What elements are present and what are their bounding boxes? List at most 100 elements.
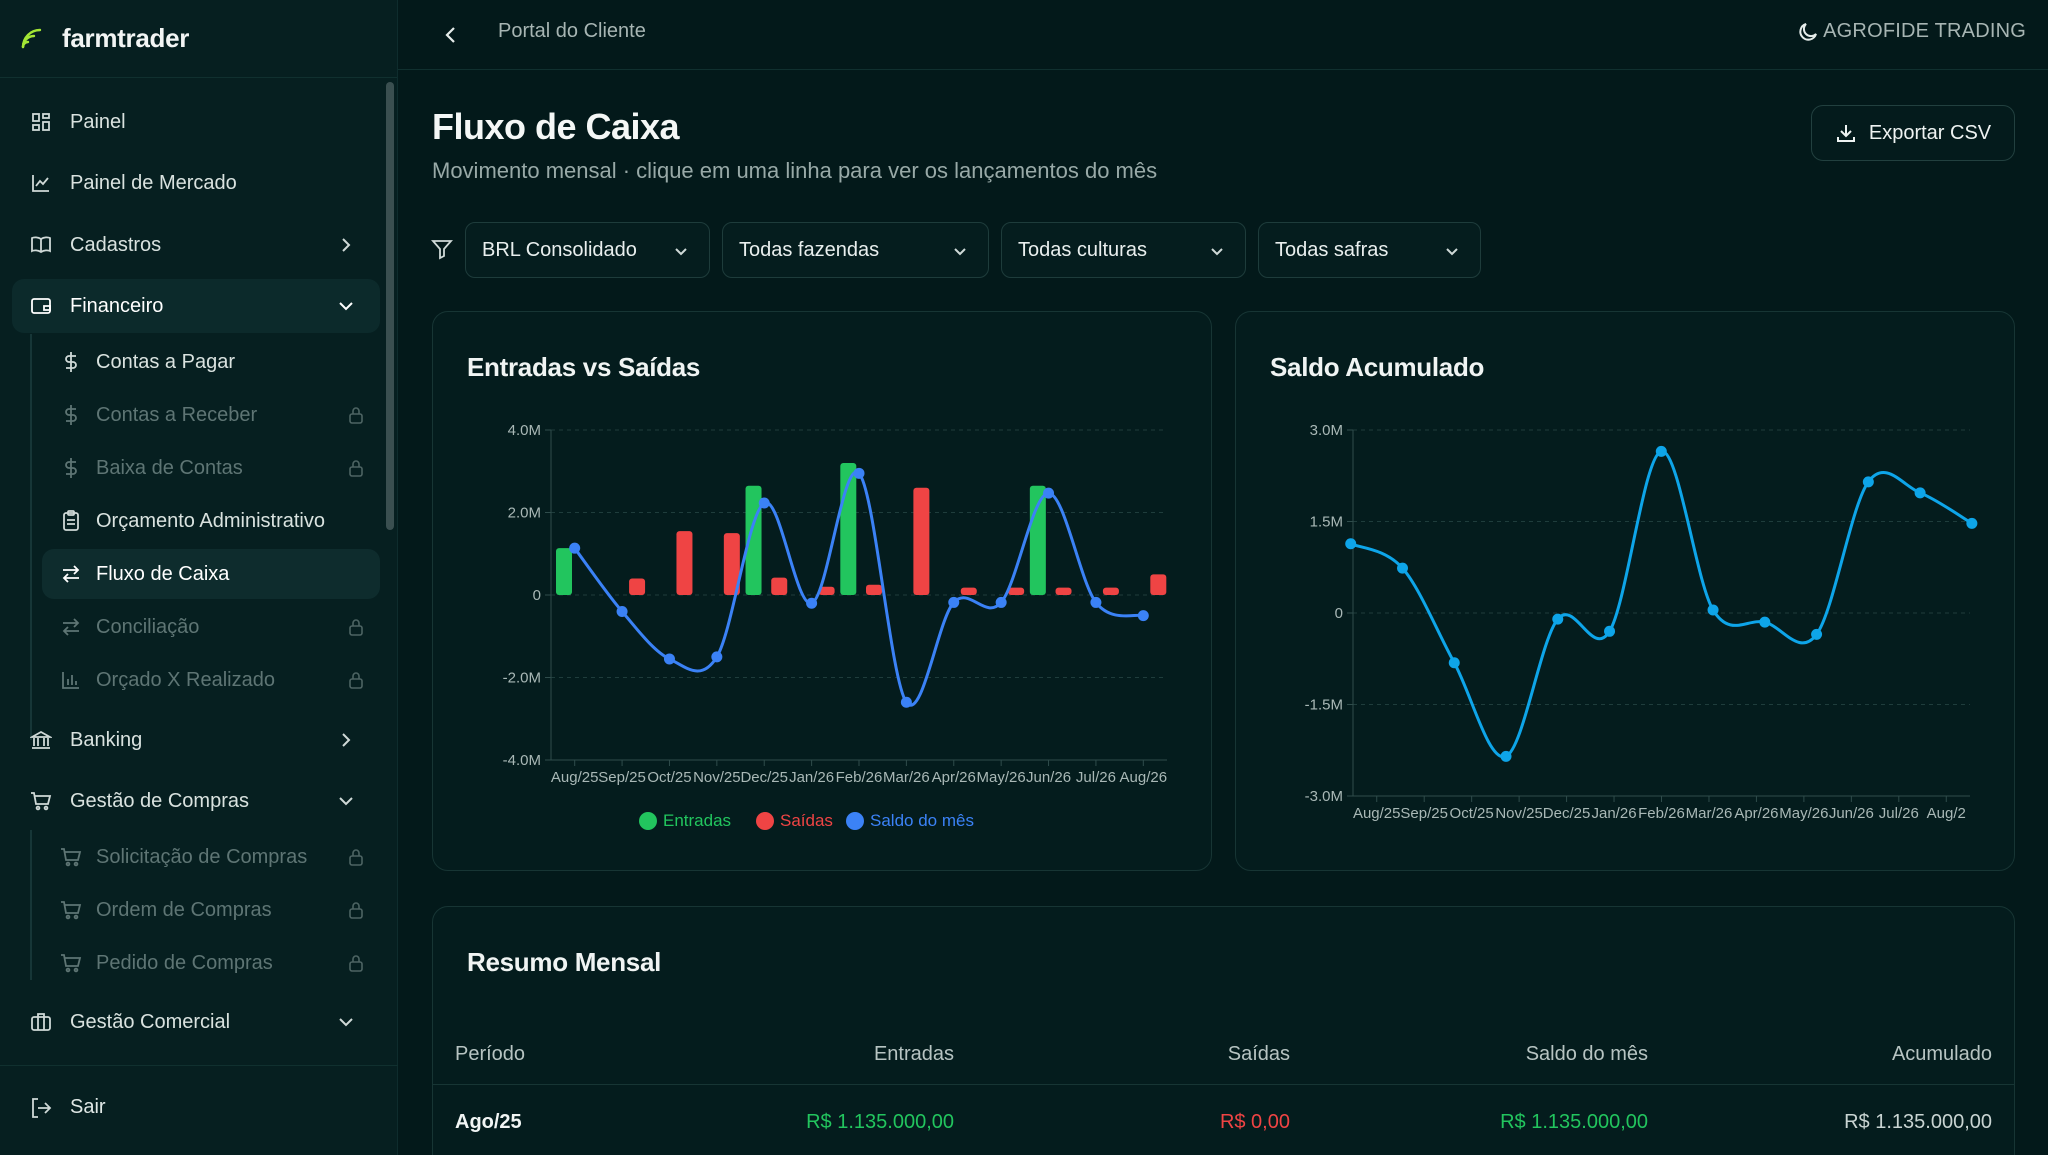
acumulado-point <box>1707 604 1719 616</box>
sidebar-subitem-contas-receber[interactable]: Contas a Receber <box>42 390 380 440</box>
sidebar-subitem-label: Baixa de Contas <box>96 456 243 479</box>
y-tick-label: 3.0M <box>1310 422 1343 439</box>
sidebar-item-cadastros[interactable]: Cadastros <box>12 218 380 272</box>
x-tick-label: Apr/26 <box>1734 805 1778 822</box>
x-tick-label: Feb/26 <box>836 769 883 786</box>
sidebar-subitem-fluxo-caixa[interactable]: Fluxo de Caixa <box>42 549 380 599</box>
season-select[interactable]: Todas safras <box>1258 222 1481 278</box>
acumulado-point <box>1448 657 1460 669</box>
row-entradas: R$ 1.135.000,00 <box>806 1111 954 1133</box>
column-header-entradas[interactable]: Entradas <box>873 1043 954 1065</box>
arrows-left-right-icon <box>60 616 82 638</box>
cart-icon <box>30 790 52 812</box>
saidas-bar <box>1102 587 1119 595</box>
organization-name[interactable]: AGROFIDE TRADING <box>1823 20 2026 42</box>
dollar-icon <box>60 404 82 426</box>
column-header-saidas[interactable]: Saídas <box>1227 1043 1290 1065</box>
farm-select[interactable]: Todas fazendas <box>722 222 989 278</box>
currency-select-value: BRL Consolidado <box>482 238 637 261</box>
x-tick-label: Aug/26 <box>1120 769 1168 786</box>
entradas-bar <box>556 548 572 595</box>
arrows-left-right-icon <box>60 563 82 585</box>
entradas-saidas-chart: 4.0M 2.0M 0 -2.0M -4.0M Aug/25 Sep/25 Oct/25 Nov… <box>503 422 1168 830</box>
saidas-bar <box>723 533 740 595</box>
logout-button[interactable]: Sair <box>30 1096 106 1119</box>
season-select-value: Todas safras <box>1275 238 1389 261</box>
sidebar-item-painel-mercado[interactable]: Painel de Mercado <box>12 156 380 210</box>
x-tick-label: Oct/25 <box>1450 805 1494 822</box>
acumulado-point <box>1862 476 1874 488</box>
sidebar-item-painel[interactable]: Painel <box>12 95 380 149</box>
saldo-acumulado-chart: 3.0M 1.5M 0 -1.5M -3.0M Aug/25 Sep/25 Oct/25 Nov… <box>1305 422 1978 822</box>
saidas-bar <box>866 584 882 595</box>
sidebar-item-gestao-compras[interactable]: Gestão de Compras <box>12 774 380 828</box>
sidebar-subitem-pedido-compras[interactable]: Pedido de Compras <box>42 938 380 988</box>
cart-icon <box>60 899 82 921</box>
x-tick-label: Apr/26 <box>932 769 976 786</box>
column-header-saldo[interactable]: Saldo do mês <box>1525 1043 1648 1065</box>
table-header: Período Entradas Saídas Saldo do mês Acu… <box>433 1027 2014 1085</box>
x-tick-label: Mar/26 <box>883 769 930 786</box>
lock-icon <box>349 955 363 972</box>
acumulado-point <box>1966 517 1978 529</box>
y-tick-label: 1.5M <box>1310 514 1343 531</box>
x-tick-label: Dec/25 <box>1543 805 1591 822</box>
sidebar-subitem-orcamento-administrativo[interactable]: Orçamento Administrativo <box>42 496 380 546</box>
moon-icon[interactable] <box>1796 20 1820 44</box>
saidas-bar <box>676 531 693 595</box>
saldo-point <box>1043 487 1055 499</box>
sidebar-subitem-orcado-realizado[interactable]: Orçado X Realizado <box>42 655 380 705</box>
column-header-acumulado[interactable]: Acumulado <box>1891 1043 1992 1065</box>
y-tick-label: -1.5M <box>1305 697 1343 714</box>
sidebar-item-banking[interactable]: Banking <box>12 713 380 767</box>
sidebar-subitem-label: Solicitação de Compras <box>96 845 308 868</box>
export-csv-button[interactable]: Exportar CSV <box>1811 105 2015 161</box>
sidebar-subitem-ordem-compras[interactable]: Ordem de Compras <box>42 885 380 935</box>
acumulado-point <box>1604 625 1616 637</box>
saldo-point <box>1137 610 1149 622</box>
sidebar-item-label: Cadastros <box>70 233 162 256</box>
crop-select[interactable]: Todas culturas <box>1001 222 1246 278</box>
saldo-acumulado-card: Saldo Acumulado 3.0M 1.5M 0 -1.5M -3.0M Aug/2… <box>1235 311 2015 871</box>
legend-label: Saldo do mês <box>870 811 974 830</box>
sidebar-subitem-label: Ordem de Compras <box>96 898 272 921</box>
sidebar-subitem-solicitacao-compras[interactable]: Solicitação de Compras <box>42 832 380 882</box>
back-button[interactable] <box>438 22 464 48</box>
sidebar-subitem-conciliacao[interactable]: Conciliação <box>42 602 380 652</box>
legend-marker <box>846 812 864 830</box>
sidebar-subitem-label: Pedido de Compras <box>96 951 273 974</box>
table-row[interactable]: Ago/25 R$ 1.135.000,00 R$ 0,00 R$ 1.135.… <box>433 1085 2014 1155</box>
saldo-point <box>995 596 1007 608</box>
sidebar-scrollbar[interactable] <box>386 82 394 530</box>
lock-icon <box>349 672 363 689</box>
logout-label: Sair <box>70 1096 106 1118</box>
saldo-point <box>569 542 581 554</box>
x-tick-label: Aug/25 <box>551 769 599 786</box>
x-tick-label: Sep/25 <box>1400 805 1448 822</box>
bank-icon <box>30 729 52 751</box>
submenu-guide-line <box>30 830 32 980</box>
chevron-down-icon <box>339 1018 353 1027</box>
wallet-icon <box>30 295 52 317</box>
y-tick-label: -2.0M <box>503 670 541 687</box>
column-header-periodo[interactable]: Período <box>455 1043 526 1065</box>
acumulado-point <box>1345 538 1357 550</box>
sidebar-subitem-contas-pagar[interactable]: Contas a Pagar <box>42 337 380 387</box>
filter-icon <box>431 240 453 260</box>
sidebar-item-gestao-comercial[interactable]: Gestão Comercial <box>12 995 380 1049</box>
sidebar-item-label: Painel de Mercado <box>70 171 237 194</box>
brand[interactable]: farmtrader <box>0 0 397 78</box>
sidebar-item-financeiro[interactable]: Financeiro <box>12 279 380 333</box>
sidebar: farmtrader Painel Painel de Mercado Cada… <box>0 0 398 1155</box>
table-title: Resumo Mensal <box>467 947 662 977</box>
entradas-saidas-card: Entradas vs Saídas 4.0M 2.0M 0 -2.0M -4.0M Au… <box>432 311 1212 871</box>
acumulado-point <box>1655 445 1667 457</box>
sidebar-item-label: Gestão de Compras <box>70 789 249 812</box>
acumulado-point <box>1396 562 1408 574</box>
sidebar-subitem-baixa-contas[interactable]: Baixa de Contas <box>42 443 380 493</box>
legend-marker <box>756 812 774 830</box>
saidas-bar <box>960 587 977 595</box>
legend-label: Saídas <box>780 811 833 830</box>
currency-select[interactable]: BRL Consolidado <box>465 222 710 278</box>
saldo-point <box>1090 596 1102 608</box>
